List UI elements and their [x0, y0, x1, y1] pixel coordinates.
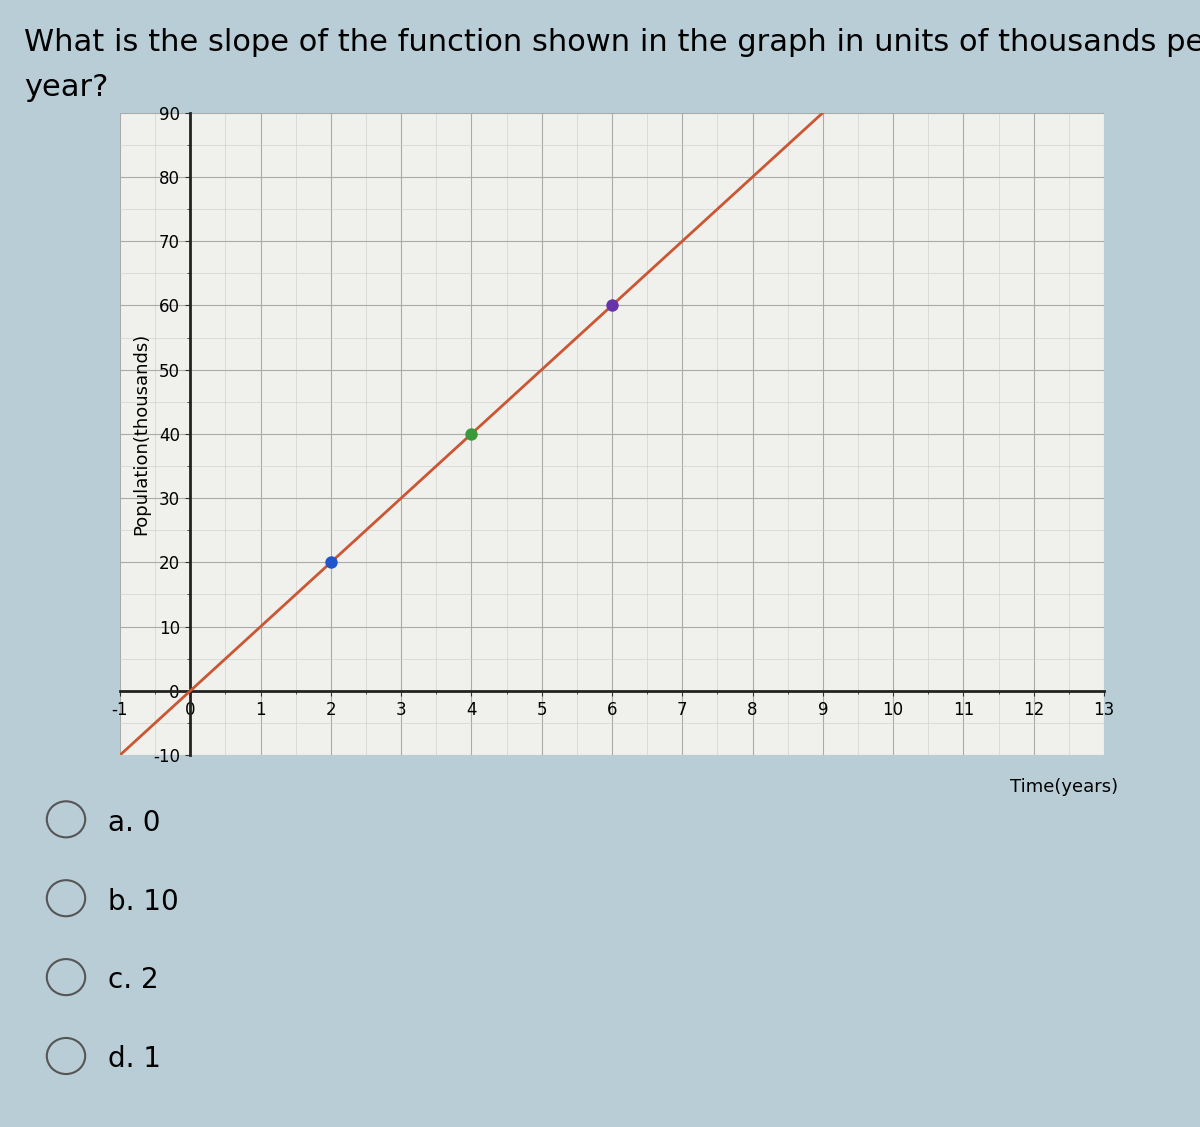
Text: year?: year? — [24, 73, 108, 103]
Point — [602, 296, 622, 314]
Text: d. 1: d. 1 — [108, 1046, 161, 1073]
Text: a. 0: a. 0 — [108, 809, 161, 836]
Point — [462, 425, 481, 443]
Point — [322, 553, 341, 571]
Text: c. 2: c. 2 — [108, 967, 158, 994]
Text: Time(years): Time(years) — [1010, 778, 1118, 796]
Y-axis label: Population(thousands): Population(thousands) — [132, 332, 150, 535]
Text: b. 10: b. 10 — [108, 888, 179, 915]
Text: What is the slope of the function shown in the graph in units of thousands per: What is the slope of the function shown … — [24, 28, 1200, 57]
